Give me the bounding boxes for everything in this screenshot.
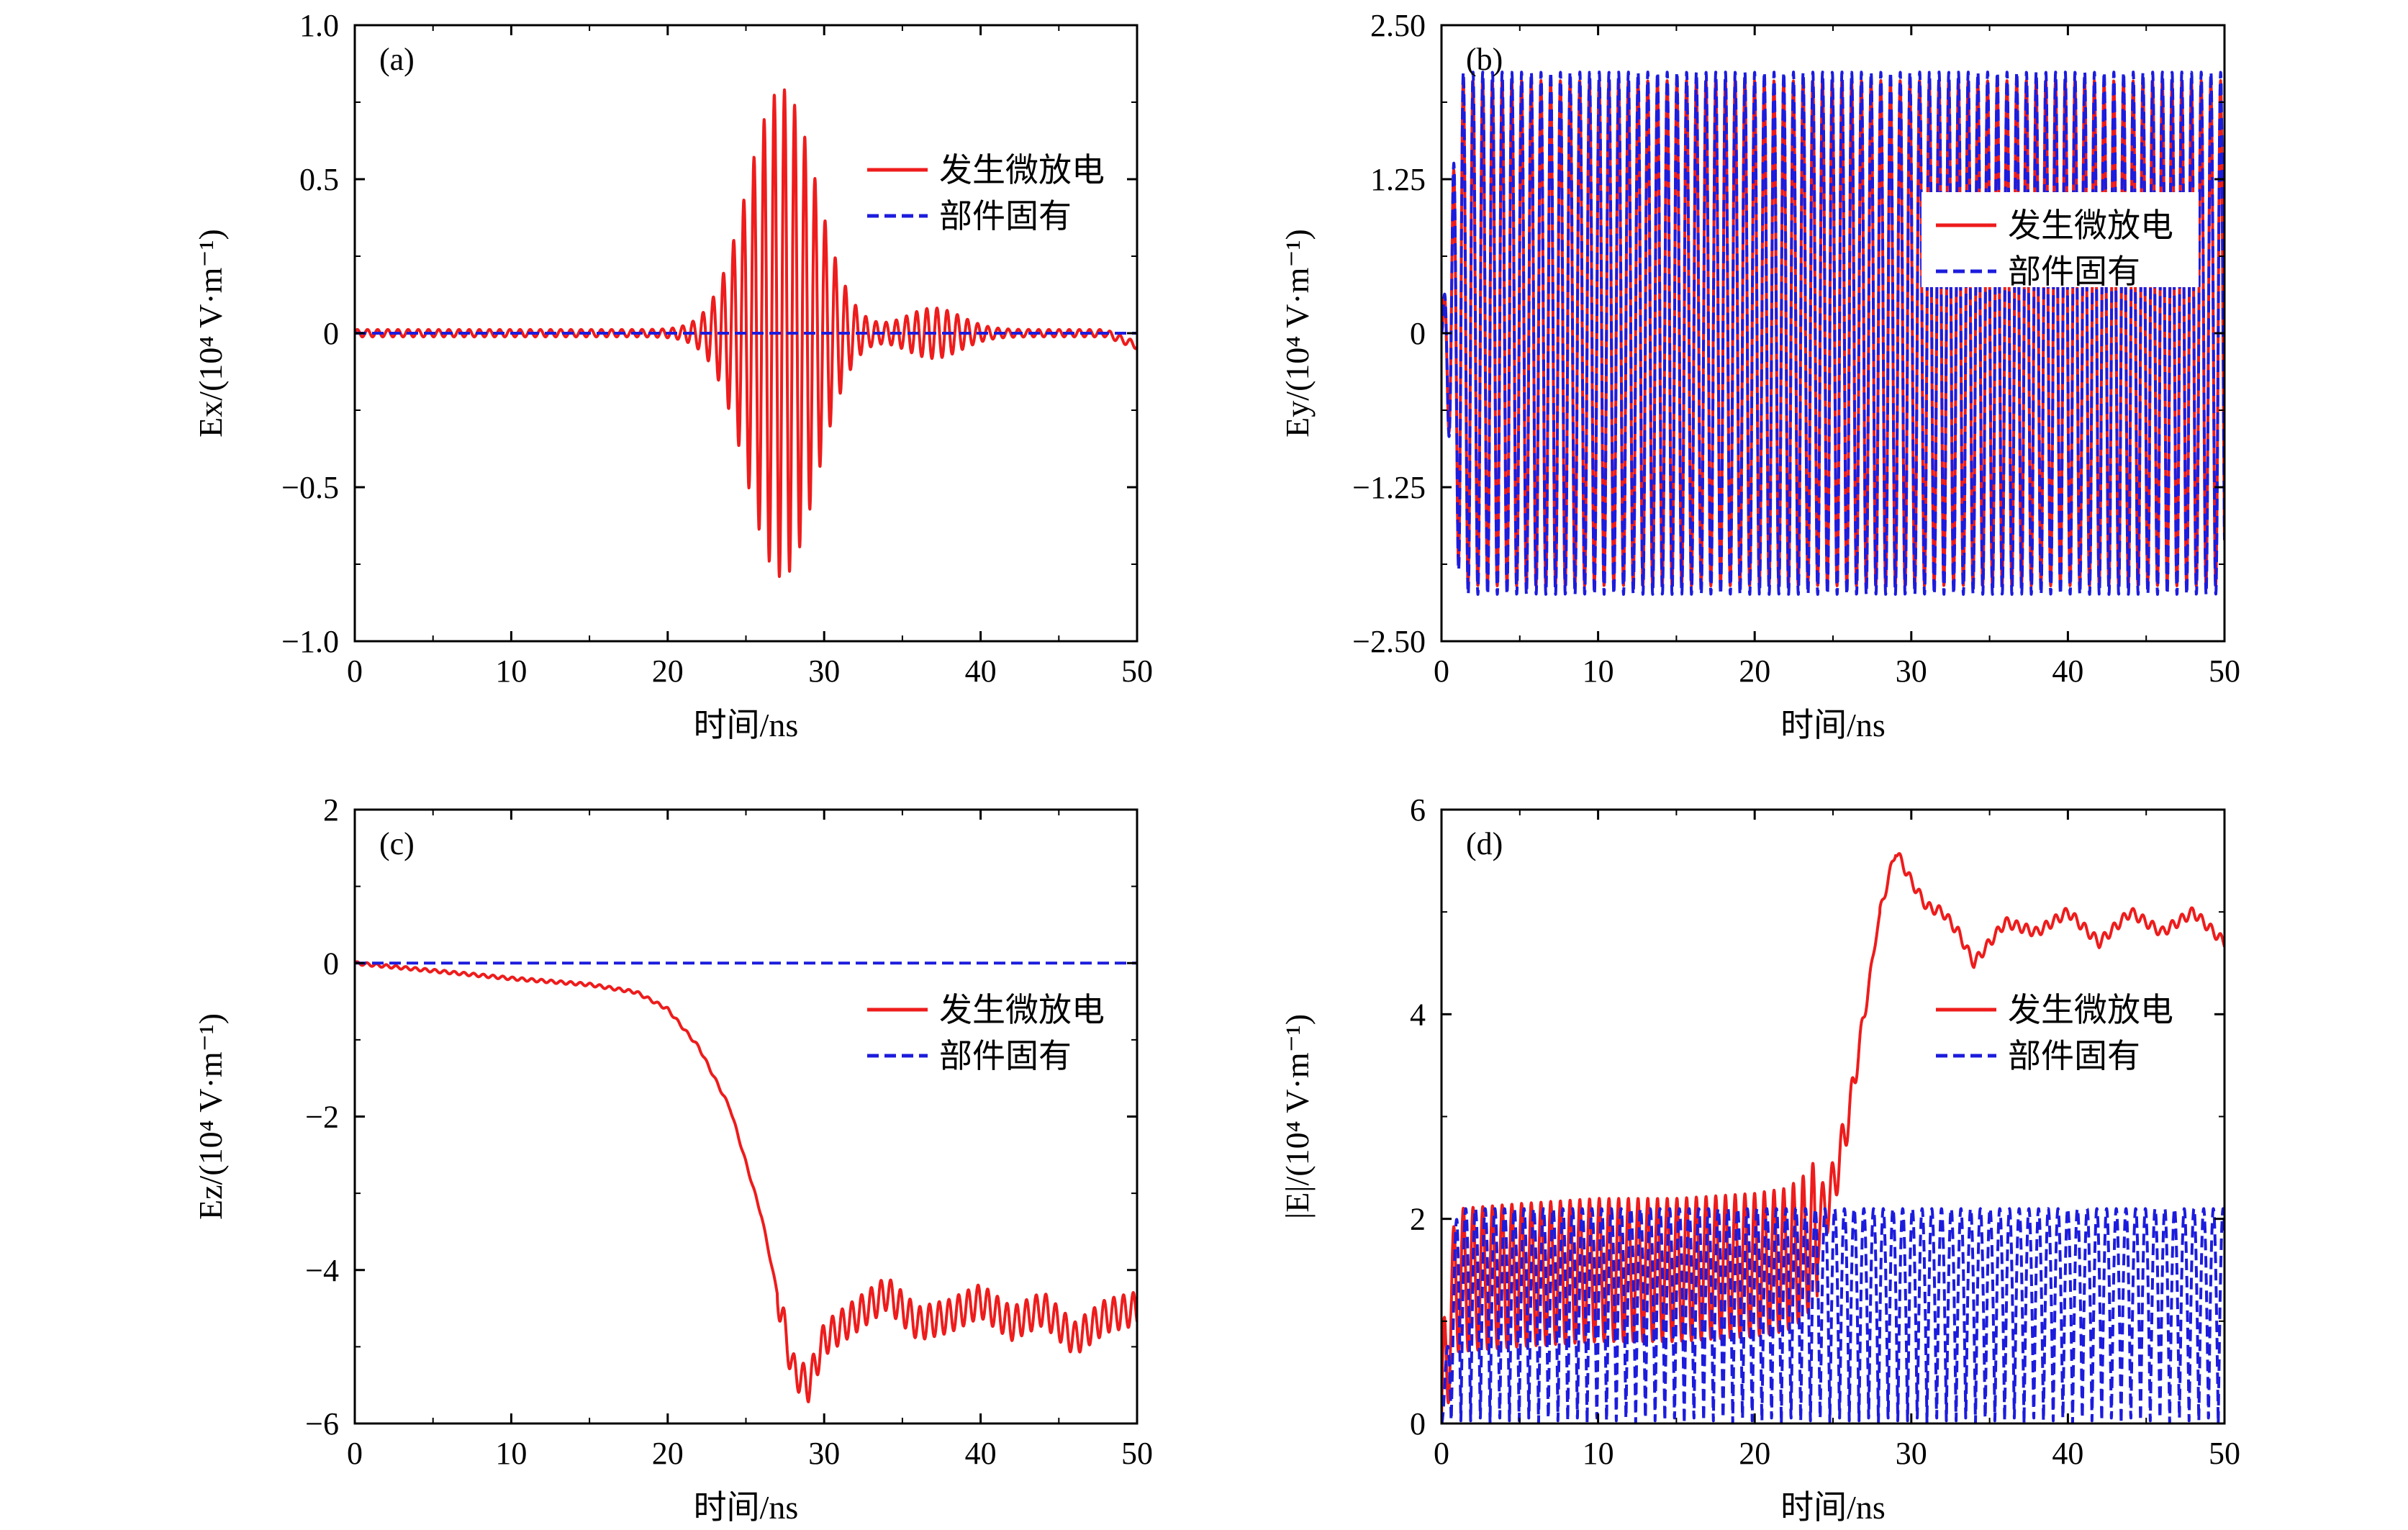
- x-tick-label: 50: [2209, 653, 2240, 689]
- legend-label: 发生微放电: [939, 990, 1105, 1029]
- plot-area: [1441, 71, 2224, 596]
- y-axis-label: Ex/(10⁴ V·m⁻¹): [192, 229, 229, 438]
- x-tick-label: 40: [965, 1436, 997, 1471]
- x-tick-label: 50: [2209, 1436, 2240, 1471]
- y-tick-label: 0: [323, 946, 339, 981]
- x-tick-label: 40: [2052, 1436, 2083, 1471]
- legend-label: 部件固有: [2008, 1036, 2140, 1075]
- x-tick-label: 10: [1583, 1436, 1614, 1471]
- x-tick-label: 10: [495, 653, 527, 689]
- y-tick-label: −1.0: [281, 624, 339, 659]
- panel-tag: (d): [1466, 826, 1503, 861]
- y-tick-label: 4: [1410, 997, 1426, 1032]
- legend-background: [1922, 192, 2199, 287]
- series-microdischarge-line: [355, 88, 1137, 579]
- y-tick-label: −1.25: [1352, 470, 1426, 505]
- y-tick-label: 0: [323, 316, 339, 351]
- panel-c: 0 10 20 30 40 50 −6 −4 −2 0 2 (c) 时间/ns Ez/(10⁴ V·m⁻¹…: [192, 792, 1153, 1526]
- plot-area: [355, 960, 1137, 1403]
- x-tick-label: 30: [1896, 1436, 1927, 1471]
- legend-label: 发生微放电: [2008, 206, 2173, 245]
- y-tick-label: 0.5: [299, 162, 339, 197]
- y-tick-label: −2: [305, 1100, 339, 1135]
- x-tick-label: 40: [2052, 653, 2083, 689]
- series-intrinsic-line: [1441, 71, 2224, 596]
- x-tick-label: 30: [808, 1436, 840, 1471]
- y-tick-label: 2: [1410, 1202, 1426, 1237]
- x-tick-label: 0: [347, 1436, 363, 1471]
- panel-d: 0 10 20 30 40 50 0 2 4 6 (d) 时间/ns |E|/(10⁴ V·m⁻¹) 发生…: [1279, 792, 2240, 1526]
- x-tick-label: 40: [965, 653, 997, 689]
- x-tick-label: 50: [1121, 653, 1153, 689]
- x-tick-label: 30: [1896, 653, 1927, 689]
- x-tick-label: 20: [652, 1436, 684, 1471]
- x-axis-label: 时间/ns: [694, 707, 799, 743]
- y-tick-label: 2.50: [1370, 8, 1426, 43]
- x-tick-label: 20: [652, 653, 684, 689]
- panel-tag: (a): [379, 42, 415, 77]
- y-tick-label: 0: [1410, 1406, 1426, 1441]
- y-axis-label: Ez/(10⁴ V·m⁻¹): [192, 1013, 229, 1220]
- x-tick-label: 20: [1739, 1436, 1770, 1471]
- legend-label: 发生微放电: [939, 150, 1105, 189]
- legend-label: 部件固有: [939, 1036, 1072, 1075]
- x-tick-label: 30: [808, 653, 840, 689]
- y-tick-label: −0.5: [281, 470, 339, 505]
- x-tick-label: 10: [1583, 653, 1614, 689]
- panel-tag: (b): [1466, 42, 1503, 77]
- x-tick-label: 50: [1121, 1436, 1153, 1471]
- x-tick-label: 20: [1739, 653, 1770, 689]
- series-microdischarge-line: [355, 960, 1137, 1403]
- series-microdischarge-line: [1441, 852, 2224, 1423]
- panel-a: 0 10 20 30 40 50 −1.0 −0.5 0 0.5 1.0 (a) 时间/ns Ex/(10…: [192, 8, 1153, 743]
- y-tick-label: 1.0: [299, 8, 339, 43]
- y-tick-label: −4: [305, 1253, 339, 1288]
- legend-label: 部件固有: [939, 196, 1072, 235]
- x-tick-label: 0: [1434, 1436, 1449, 1471]
- x-tick-label: 10: [495, 1436, 527, 1471]
- plot-area: [355, 88, 1137, 579]
- series-intrinsic-line: [1441, 1207, 2224, 1423]
- y-tick-label: −6: [305, 1406, 339, 1441]
- panel-tag: (c): [379, 826, 415, 861]
- x-axis-label: 时间/ns: [1780, 707, 1886, 743]
- y-tick-label: 2: [323, 792, 339, 828]
- y-tick-label: 1.25: [1370, 162, 1426, 197]
- x-axis-label: 时间/ns: [694, 1489, 799, 1526]
- x-axis-label: 时间/ns: [1780, 1489, 1886, 1526]
- panel-b: 0 10 20 30 40 50 −2.50 −1.25 0 1.25 2.50 (b) 时间/ns Ey…: [1279, 8, 2240, 743]
- y-axis-label: |E|/(10⁴ V·m⁻¹): [1279, 1014, 1316, 1219]
- y-tick-label: −2.50: [1352, 624, 1426, 659]
- y-axis-label: Ey/(10⁴ V·m⁻¹): [1279, 229, 1316, 438]
- y-tick-label: 0: [1410, 316, 1426, 351]
- legend-label: 发生微放电: [2008, 990, 2173, 1029]
- plot-area: [1441, 852, 2224, 1423]
- x-tick-label: 0: [1434, 653, 1449, 689]
- y-tick-label: 6: [1410, 792, 1426, 828]
- x-tick-label: 0: [347, 653, 363, 689]
- legend-label: 部件固有: [2008, 252, 2140, 291]
